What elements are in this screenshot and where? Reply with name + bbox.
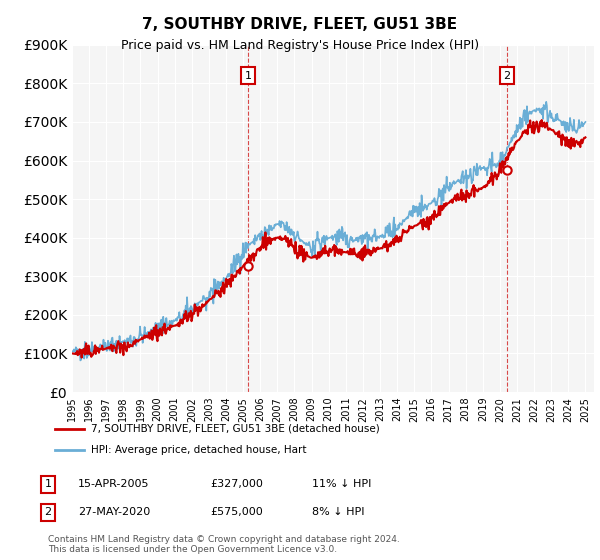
Text: 27-MAY-2020: 27-MAY-2020 xyxy=(78,507,150,517)
Text: 8% ↓ HPI: 8% ↓ HPI xyxy=(312,507,365,517)
Text: 7, SOUTHBY DRIVE, FLEET, GU51 3BE (detached house): 7, SOUTHBY DRIVE, FLEET, GU51 3BE (detac… xyxy=(91,424,380,433)
Text: Price paid vs. HM Land Registry's House Price Index (HPI): Price paid vs. HM Land Registry's House … xyxy=(121,39,479,52)
Text: £327,000: £327,000 xyxy=(210,479,263,489)
Text: HPI: Average price, detached house, Hart: HPI: Average price, detached house, Hart xyxy=(91,445,307,455)
Text: 1: 1 xyxy=(44,479,52,489)
Text: 1: 1 xyxy=(245,71,251,81)
Text: 2: 2 xyxy=(503,71,511,81)
Text: 7, SOUTHBY DRIVE, FLEET, GU51 3BE: 7, SOUTHBY DRIVE, FLEET, GU51 3BE xyxy=(142,17,458,32)
Text: £575,000: £575,000 xyxy=(210,507,263,517)
Text: 15-APR-2005: 15-APR-2005 xyxy=(78,479,149,489)
Text: 2: 2 xyxy=(44,507,52,517)
Text: Contains HM Land Registry data © Crown copyright and database right 2024.
This d: Contains HM Land Registry data © Crown c… xyxy=(48,535,400,554)
Text: 11% ↓ HPI: 11% ↓ HPI xyxy=(312,479,371,489)
